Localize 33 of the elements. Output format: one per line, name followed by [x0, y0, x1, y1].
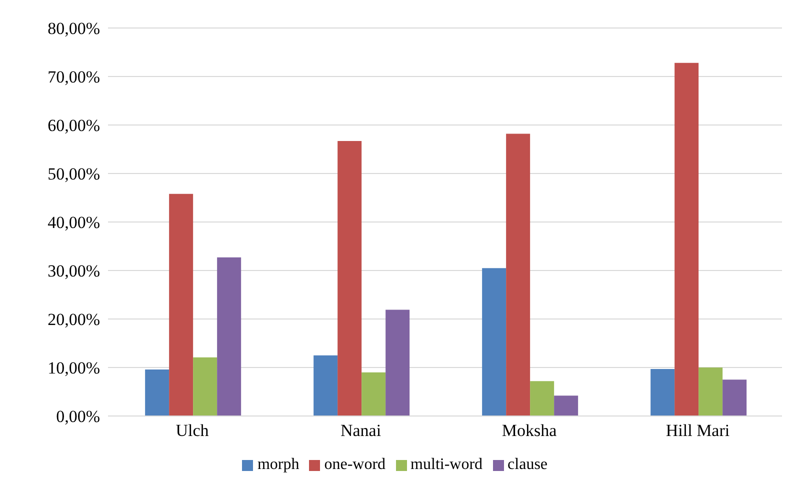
y-tick-label: 50,00% — [48, 164, 100, 184]
legend-label: clause — [508, 456, 548, 473]
y-tick-label: 0,00% — [56, 407, 100, 426]
bar — [554, 396, 578, 416]
y-tick-label: 60,00% — [48, 116, 100, 136]
bar — [482, 268, 506, 416]
bar — [698, 368, 723, 416]
x-tick-label: Moksha — [502, 421, 558, 440]
bar — [362, 372, 386, 416]
bar — [506, 134, 530, 416]
y-tick-label: 40,00% — [48, 213, 100, 232]
bar — [722, 380, 747, 416]
legend-label: one-word — [324, 456, 386, 473]
y-tick-label: 80,00% — [48, 19, 100, 38]
bar — [314, 355, 338, 416]
y-tick-label: 30,00% — [48, 262, 100, 281]
x-tick-label: Hill Mari — [666, 421, 730, 440]
y-tick-label: 20,00% — [48, 310, 100, 330]
x-tick-label: Nanai — [340, 421, 382, 440]
bar — [386, 310, 410, 416]
bar — [530, 381, 554, 416]
bar — [650, 368, 675, 416]
bar — [145, 369, 170, 416]
y-tick-label: 70,00% — [48, 68, 100, 87]
bar — [217, 257, 242, 416]
x-tick-label: Ulch — [176, 421, 210, 440]
y-tick-label: 10,00% — [48, 358, 100, 378]
bar — [338, 141, 362, 416]
legend-label: morph — [257, 456, 300, 473]
bar — [193, 357, 218, 416]
bar — [169, 194, 194, 416]
bar — [674, 62, 699, 416]
legend-label: multi-word — [410, 456, 483, 473]
